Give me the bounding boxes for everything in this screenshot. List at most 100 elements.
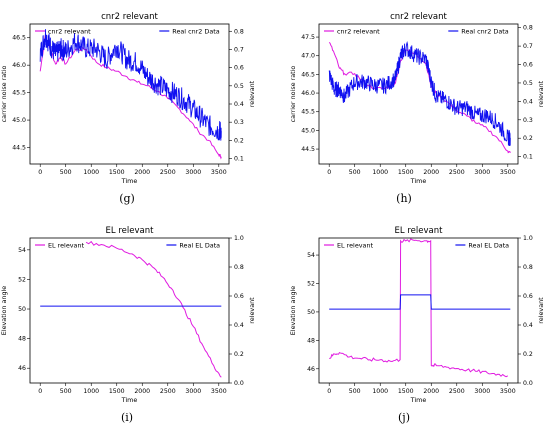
y2-tick-label: 0.3: [523, 117, 533, 124]
x-tick-label: 2000: [423, 388, 439, 395]
y2-tick-label: 0.8: [234, 28, 244, 35]
y2-axis-label: relevant: [248, 297, 256, 324]
chart-title: cnr2 relevant: [101, 12, 158, 22]
series-line-real-cnr2-data: [328, 40, 511, 147]
legend-label: EL relevant: [48, 242, 85, 250]
legend-right: Real cnr2 Data: [159, 28, 220, 36]
y2-tick-label: 0.0: [523, 380, 533, 387]
legend-label: cnr2 relevant: [48, 28, 91, 36]
y-tick-label: 46.5: [301, 71, 315, 78]
x-tick-label: 0: [327, 388, 331, 395]
y-tick-label: 44.5: [12, 145, 26, 152]
y2-tick-label: 0.6: [523, 293, 533, 300]
x-tick-label: 500: [349, 388, 361, 395]
y2-tick-label: 0.4: [523, 322, 533, 329]
y2-tick-label: 0.1: [523, 154, 533, 161]
y2-tick-label: 0.0: [234, 380, 244, 387]
x-tick-label: 1000: [372, 169, 388, 176]
x-tick-label: 2000: [134, 169, 150, 176]
y-tick-label: 46.0: [12, 62, 26, 69]
plot-frame: [318, 237, 519, 384]
chart-title: cnr2 relevant: [390, 12, 447, 22]
x-tick-label: 500: [60, 388, 72, 395]
y2-tick-label: 0.8: [523, 25, 533, 32]
figure-caption: (j): [398, 411, 410, 424]
y2-tick-label: 0.6: [234, 293, 244, 300]
x-tick-label: 0: [38, 388, 42, 395]
figure-caption: (g): [119, 192, 135, 205]
chart-panel-g: cnr2 relevant 0 500 1000 1500 2000 2500 3000 350…: [0, 12, 256, 205]
y-tick-label: 47.0: [301, 53, 315, 60]
y-tick-label: 45.5: [12, 90, 26, 97]
y2-tick-label: 0.4: [234, 101, 244, 108]
x-tick-label: 0: [327, 169, 331, 176]
y-tick-label: 50: [18, 306, 26, 313]
y-tick-label: 45.5: [301, 109, 315, 116]
x-tick-label: 1000: [83, 388, 99, 395]
x-tick-label: 1000: [83, 169, 99, 176]
chart-title: EL relevant: [106, 226, 155, 236]
y-tick-label: 54: [307, 252, 315, 259]
x-tick-label: 2000: [134, 388, 150, 395]
series-line-cnr2-relevant: [39, 34, 222, 160]
y-tick-label: 46: [307, 366, 315, 373]
y-axis-label: carrier noise ratio: [289, 66, 297, 123]
figure-caption: (h): [396, 192, 412, 205]
x-tick-label: 2500: [160, 169, 176, 176]
x-tick-label: 1500: [109, 388, 125, 395]
y2-tick-label: 0.6: [523, 62, 533, 69]
x-tick-label: 3500: [211, 169, 227, 176]
y-tick-label: 47.5: [301, 34, 315, 41]
x-tick-label: 3000: [185, 388, 201, 395]
x-tick-label: 1500: [398, 169, 414, 176]
y-axis-label: carrier noise ratio: [0, 66, 8, 123]
x-axis-label: Time: [121, 396, 138, 404]
plot-frame: [318, 23, 519, 165]
y2-tick-label: 0.7: [234, 46, 244, 53]
y-axis-label: Elevation angle: [289, 286, 297, 336]
y2-tick-label: 0.2: [523, 135, 533, 142]
y2-axis-label: relevant: [537, 297, 545, 324]
y2-tick-label: 0.2: [234, 351, 244, 358]
y-tick-label: 45.0: [12, 117, 26, 124]
x-tick-label: 2500: [449, 169, 465, 176]
y-tick-label: 44.5: [301, 146, 315, 153]
x-tick-label: 3500: [500, 169, 516, 176]
chart-panel-h: cnr2 relevant 0 500 1000 1500 2000 2500 3000 350…: [289, 12, 545, 205]
x-tick-label: 3000: [185, 169, 201, 176]
y-tick-label: 52: [18, 276, 26, 283]
x-tick-label: 500: [60, 169, 72, 176]
x-axis-label: Time: [121, 177, 138, 185]
y2-tick-label: 0.8: [234, 264, 244, 271]
y-axis-label: Elevation angle: [0, 286, 8, 336]
y2-tick-label: 0.4: [234, 322, 244, 329]
y-tick-label: 54: [18, 247, 26, 254]
series-line-real-cnr2-data: [39, 29, 222, 141]
x-tick-label: 2500: [160, 388, 176, 395]
legend-right: Real EL Data: [166, 242, 220, 250]
x-tick-label: 0: [38, 169, 42, 176]
legend-label: Real EL Data: [179, 242, 220, 250]
y2-tick-label: 0.2: [234, 137, 244, 144]
y2-tick-label: 0.6: [234, 65, 244, 72]
x-axis-label: Time: [410, 177, 427, 185]
x-tick-label: 1500: [109, 169, 125, 176]
plot-frame: [29, 237, 230, 384]
legend-left: EL relevant: [324, 242, 374, 250]
legend-label: cnr2 relevant: [337, 28, 380, 36]
x-tick-label: 3000: [474, 169, 490, 176]
y2-tick-label: 0.1: [234, 156, 244, 163]
y2-axis-label: relevant: [537, 80, 545, 107]
x-tick-label: 3500: [211, 388, 227, 395]
chart-title: EL relevant: [395, 226, 444, 236]
series-line-el-relevant: [85, 240, 222, 378]
y2-tick-label: 1.0: [523, 235, 533, 242]
y-tick-label: 46.5: [12, 35, 26, 42]
legend-left: EL relevant: [35, 242, 85, 250]
y2-tick-label: 0.2: [523, 351, 533, 358]
legend-right: Real cnr2 Data: [448, 28, 509, 36]
x-tick-label: 1000: [372, 388, 388, 395]
y2-tick-label: 0.8: [523, 264, 533, 271]
figure-caption: (i): [121, 411, 133, 424]
